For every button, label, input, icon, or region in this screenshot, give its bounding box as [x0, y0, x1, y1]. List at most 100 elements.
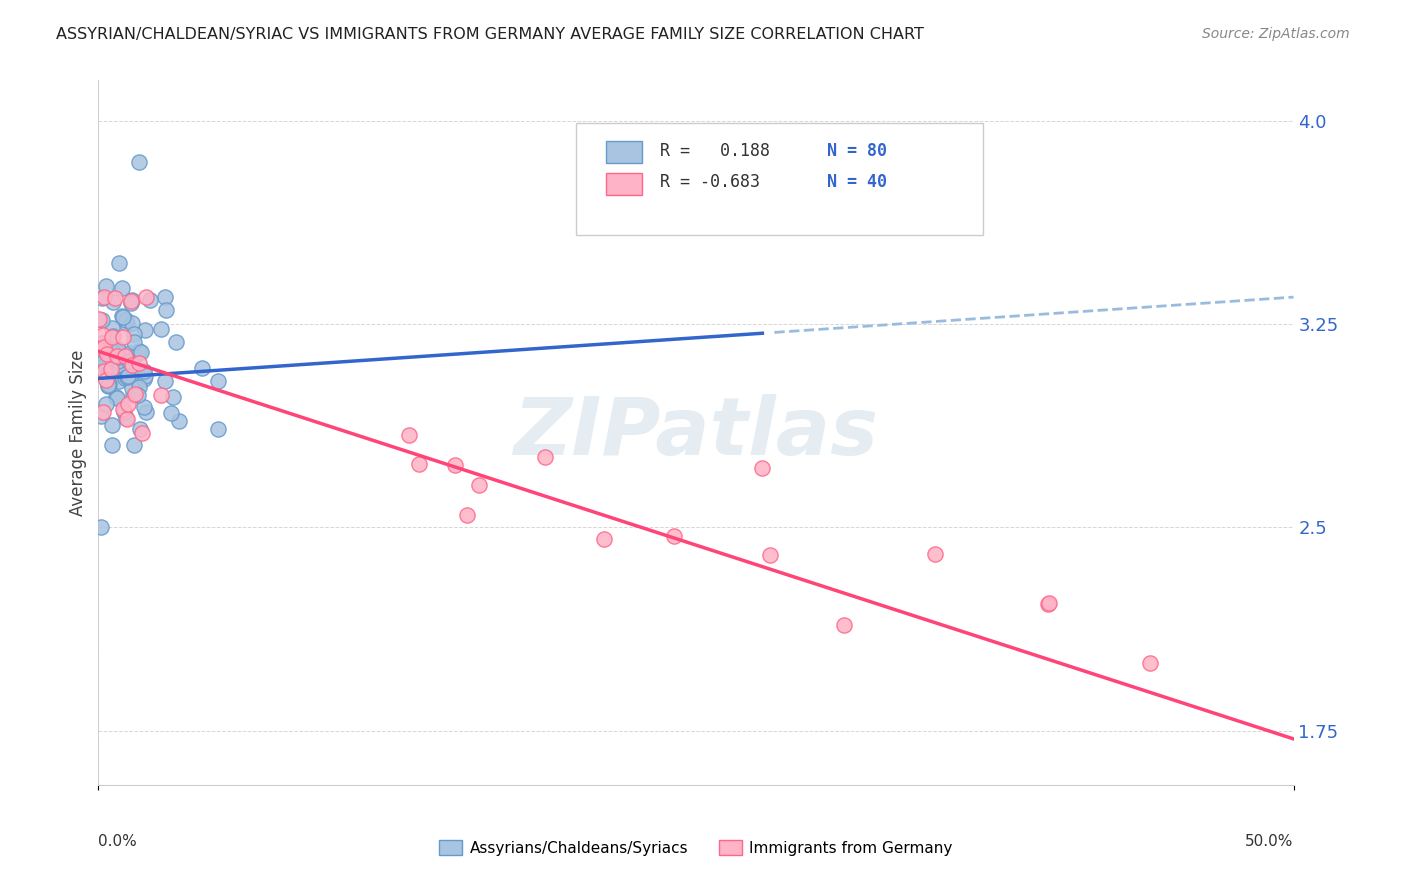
- Immigrants from Germany: [135, 290, 157, 304]
- Assyrians/Chaldeans/Syriacs: [114, 313, 136, 327]
- Assyrians/Chaldeans/Syriacs: [107, 350, 129, 364]
- Immigrants from Germany: [91, 341, 114, 355]
- Assyrians/Chaldeans/Syriacs: [111, 359, 134, 373]
- Assyrians/Chaldeans/Syriacs: [90, 346, 112, 360]
- Assyrians/Chaldeans/Syriacs: [124, 351, 146, 365]
- Immigrants from Germany: [662, 529, 685, 543]
- Immigrants from Germany: [93, 290, 115, 304]
- Assyrians/Chaldeans/Syriacs: [107, 354, 129, 368]
- Assyrians/Chaldeans/Syriacs: [121, 381, 143, 395]
- Assyrians/Chaldeans/Syriacs: [159, 406, 181, 420]
- Assyrians/Chaldeans/Syriacs: [134, 400, 156, 414]
- Assyrians/Chaldeans/Syriacs: [111, 310, 134, 324]
- Assyrians/Chaldeans/Syriacs: [101, 321, 124, 335]
- Assyrians/Chaldeans/Syriacs: [103, 346, 125, 360]
- Immigrants from Germany: [124, 386, 146, 401]
- Assyrians/Chaldeans/Syriacs: [162, 390, 184, 404]
- Immigrants from Germany: [149, 387, 172, 401]
- Assyrians/Chaldeans/Syriacs: [107, 342, 129, 356]
- Immigrants from Germany: [832, 618, 855, 632]
- Assyrians/Chaldeans/Syriacs: [167, 414, 190, 428]
- Assyrians/Chaldeans/Syriacs: [118, 353, 141, 368]
- Assyrians/Chaldeans/Syriacs: [111, 281, 134, 295]
- Immigrants from Germany: [121, 359, 143, 373]
- Immigrants from Germany: [117, 397, 139, 411]
- Immigrants from Germany: [96, 373, 118, 387]
- Immigrants from Germany: [100, 362, 122, 376]
- Assyrians/Chaldeans/Syriacs: [112, 310, 135, 324]
- Assyrians/Chaldeans/Syriacs: [91, 359, 114, 374]
- Text: ZIPatlas: ZIPatlas: [513, 393, 879, 472]
- Immigrants from Germany: [408, 457, 430, 471]
- Assyrians/Chaldeans/Syriacs: [150, 322, 173, 336]
- Assyrians/Chaldeans/Syriacs: [91, 313, 114, 327]
- Immigrants from Germany: [96, 347, 118, 361]
- Immigrants from Germany: [751, 461, 773, 475]
- Assyrians/Chaldeans/Syriacs: [103, 329, 125, 343]
- Immigrants from Germany: [444, 458, 467, 472]
- Text: N = 40: N = 40: [827, 173, 887, 192]
- Immigrants from Germany: [91, 328, 114, 343]
- Assyrians/Chaldeans/Syriacs: [122, 335, 145, 350]
- Assyrians/Chaldeans/Syriacs: [128, 154, 150, 169]
- Assyrians/Chaldeans/Syriacs: [94, 279, 117, 293]
- Assyrians/Chaldeans/Syriacs: [90, 409, 112, 424]
- Immigrants from Germany: [467, 478, 489, 492]
- Assyrians/Chaldeans/Syriacs: [97, 379, 120, 393]
- Immigrants from Germany: [111, 402, 134, 417]
- Immigrants from Germany: [93, 363, 115, 377]
- Assyrians/Chaldeans/Syriacs: [117, 369, 139, 384]
- Assyrians/Chaldeans/Syriacs: [103, 294, 125, 309]
- Assyrians/Chaldeans/Syriacs: [105, 392, 128, 406]
- Immigrants from Germany: [87, 311, 110, 326]
- Assyrians/Chaldeans/Syriacs: [90, 292, 112, 306]
- Immigrants from Germany: [93, 340, 115, 354]
- Immigrants from Germany: [111, 330, 134, 344]
- Assyrians/Chaldeans/Syriacs: [135, 404, 157, 418]
- Immigrants from Germany: [533, 450, 555, 464]
- Text: Source: ZipAtlas.com: Source: ZipAtlas.com: [1202, 27, 1350, 41]
- Assyrians/Chaldeans/Syriacs: [139, 293, 162, 307]
- Assyrians/Chaldeans/Syriacs: [207, 374, 229, 388]
- Legend: Assyrians/Chaldeans/Syriacs, Immigrants from Germany: Assyrians/Chaldeans/Syriacs, Immigrants …: [433, 834, 959, 862]
- FancyBboxPatch shape: [606, 172, 643, 195]
- Assyrians/Chaldeans/Syriacs: [121, 317, 143, 331]
- Assyrians/Chaldeans/Syriacs: [165, 335, 187, 350]
- Text: R = -0.683: R = -0.683: [661, 173, 761, 192]
- Immigrants from Germany: [1038, 596, 1060, 610]
- Assyrians/Chaldeans/Syriacs: [134, 369, 156, 384]
- FancyBboxPatch shape: [576, 122, 983, 235]
- Immigrants from Germany: [120, 293, 142, 308]
- Assyrians/Chaldeans/Syriacs: [114, 371, 136, 385]
- Assyrians/Chaldeans/Syriacs: [108, 374, 131, 388]
- Immigrants from Germany: [1036, 597, 1059, 611]
- Assyrians/Chaldeans/Syriacs: [93, 354, 115, 368]
- Y-axis label: Average Family Size: Average Family Size: [69, 350, 87, 516]
- Text: 0.0%: 0.0%: [98, 834, 138, 849]
- Assyrians/Chaldeans/Syriacs: [153, 374, 176, 388]
- Text: ASSYRIAN/CHALDEAN/SYRIAC VS IMMIGRANTS FROM GERMANY AVERAGE FAMILY SIZE CORRELAT: ASSYRIAN/CHALDEAN/SYRIAC VS IMMIGRANTS F…: [56, 27, 924, 42]
- Assyrians/Chaldeans/Syriacs: [100, 343, 122, 357]
- Immigrants from Germany: [104, 291, 127, 305]
- Immigrants from Germany: [131, 426, 153, 441]
- Assyrians/Chaldeans/Syriacs: [107, 362, 129, 376]
- Immigrants from Germany: [115, 412, 138, 426]
- Assyrians/Chaldeans/Syriacs: [132, 372, 155, 386]
- Assyrians/Chaldeans/Syriacs: [97, 377, 120, 392]
- Immigrants from Germany: [91, 405, 114, 419]
- Immigrants from Germany: [924, 547, 946, 561]
- Assyrians/Chaldeans/Syriacs: [96, 397, 118, 411]
- Assyrians/Chaldeans/Syriacs: [108, 255, 131, 269]
- Immigrants from Germany: [456, 508, 478, 522]
- Assyrians/Chaldeans/Syriacs: [115, 317, 138, 331]
- Assyrians/Chaldeans/Syriacs: [155, 303, 177, 318]
- Assyrians/Chaldeans/Syriacs: [114, 411, 136, 425]
- Assyrians/Chaldeans/Syriacs: [121, 293, 143, 307]
- Assyrians/Chaldeans/Syriacs: [107, 343, 129, 358]
- Assyrians/Chaldeans/Syriacs: [122, 327, 145, 342]
- Text: R =   0.188: R = 0.188: [661, 142, 770, 160]
- Assyrians/Chaldeans/Syriacs: [107, 367, 129, 381]
- Immigrants from Germany: [128, 356, 150, 370]
- Assyrians/Chaldeans/Syriacs: [191, 360, 214, 375]
- Assyrians/Chaldeans/Syriacs: [128, 380, 150, 394]
